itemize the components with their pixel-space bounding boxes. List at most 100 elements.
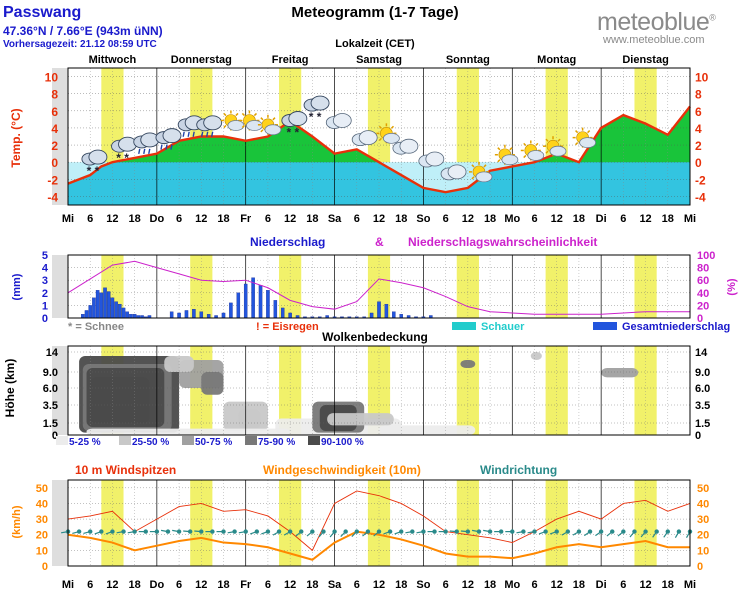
wind-dir-arrow xyxy=(318,531,324,538)
sun-ray xyxy=(471,176,475,180)
wind-dir-arrow xyxy=(572,531,580,536)
sun-ray xyxy=(260,129,264,133)
wind-axis-label: (km/h) xyxy=(11,505,23,538)
brand-logo[interactable]: meteoblue® xyxy=(597,8,716,37)
wind-tick-left: 30 xyxy=(36,514,48,526)
time-label-temp: 6 xyxy=(354,213,360,225)
precip-bar xyxy=(221,312,226,319)
wind-tick-left: 0 xyxy=(42,561,48,573)
cloud-tick-right: 14 xyxy=(695,347,708,359)
cloud-part xyxy=(88,149,108,165)
wind-dir-arrow xyxy=(362,531,369,537)
rain-icon xyxy=(155,128,182,150)
wind-dir-arrow xyxy=(416,531,424,534)
wind-dir-arrow xyxy=(160,529,169,533)
rain-drop xyxy=(143,148,146,155)
precip-bar xyxy=(84,310,89,319)
snow-icon: * * xyxy=(111,136,137,165)
cloud-blob xyxy=(530,352,542,360)
precip-tick: 3 xyxy=(42,275,48,287)
wind-dir-arrow xyxy=(606,531,613,537)
temp-tick-right: -2 xyxy=(695,173,706,187)
wind-dir-arrow xyxy=(61,531,69,534)
sun-ray xyxy=(545,150,549,154)
temp-area-cold xyxy=(68,106,690,205)
cloud-icon xyxy=(440,164,467,181)
time-label-temp: Mo xyxy=(504,213,520,225)
wind-speed-title: Windgeschwindigkeit (10m) xyxy=(263,463,421,477)
time-label-temp: Sa xyxy=(328,213,342,225)
wind-dir-dot xyxy=(88,529,93,534)
wind-dir-arrow xyxy=(261,531,269,535)
rain-icon xyxy=(177,115,204,137)
precip-bar xyxy=(114,301,118,319)
prob-tick: 100 xyxy=(697,250,715,262)
temp-area-warm xyxy=(112,106,690,163)
cloud-blob xyxy=(327,413,394,426)
wind-dir-arrow xyxy=(583,531,591,537)
temp-tick-right: 0 xyxy=(695,156,702,170)
temp-tick-left: 4 xyxy=(51,122,58,136)
day-band-prec xyxy=(545,255,568,318)
wind-dir-arrow xyxy=(194,530,202,533)
cloud-part xyxy=(162,128,182,144)
wind-dir-arrow xyxy=(405,531,413,534)
day-name: Freitag xyxy=(272,54,309,66)
cloud-axis-label: Höhe (km) xyxy=(3,359,17,418)
rain-drop xyxy=(187,131,190,137)
small-cloud xyxy=(501,154,519,166)
time-label-wind: 18 xyxy=(395,579,407,591)
panel-frame-wind xyxy=(67,479,691,567)
precip-bar xyxy=(92,297,96,319)
sun-ray xyxy=(557,138,561,142)
time-label-temp: Di xyxy=(596,213,607,225)
location-name: Passwang xyxy=(3,4,82,21)
brand-name: meteoblue xyxy=(597,8,710,36)
cloud-blob xyxy=(601,368,639,378)
wind-dir-arrow xyxy=(549,531,557,535)
day-name: Donnerstag xyxy=(171,54,232,66)
cloud-part xyxy=(310,95,330,111)
wind-dir-arrow xyxy=(561,531,569,536)
panel-frame-prec xyxy=(67,254,691,319)
snow-flake: * xyxy=(317,110,322,124)
brand-url[interactable]: www.meteoblue.com xyxy=(603,34,705,46)
snow-flake: * xyxy=(287,126,292,140)
small-cloud xyxy=(227,120,245,131)
rain-drop xyxy=(211,131,214,137)
sun-icon xyxy=(543,136,567,157)
cloud-tick-right: 6.0 xyxy=(695,383,710,395)
time-label-temp: 6 xyxy=(87,213,93,225)
wind-gust-line xyxy=(67,490,691,552)
cloud-legend-label: 50-75 % xyxy=(195,437,232,448)
cloud-tick-right: 3.5 xyxy=(695,400,710,412)
legend-total-swatch xyxy=(593,322,617,330)
snow-flake: * xyxy=(116,151,121,165)
wind-dir-arrow xyxy=(685,531,691,538)
time-label-temp: 18 xyxy=(129,213,141,225)
time-label-temp: 18 xyxy=(662,213,674,225)
precip-bar xyxy=(384,303,389,319)
time-label-temp: 6 xyxy=(443,213,449,225)
cloud-icon xyxy=(392,138,419,155)
panel-frame-cloud xyxy=(67,345,691,436)
precip-bar xyxy=(103,287,107,319)
wind-dir-arrow xyxy=(116,531,124,534)
cloud-tick-right: 0 xyxy=(695,430,701,442)
small-cloud xyxy=(383,132,400,144)
legend-freezing-rain: ! = Eisregen xyxy=(256,321,319,333)
wind-tick-right: 50 xyxy=(697,483,709,495)
timezone-label: Lokalzeit (CET) xyxy=(335,38,415,50)
precip-prob-title: Niederschlagswahrscheinlichkeit xyxy=(408,235,597,249)
wind-tick-left: 10 xyxy=(36,545,48,557)
time-label-wind: 6 xyxy=(87,579,93,591)
temp-tick-left: 8 xyxy=(51,88,58,102)
time-label-temp: 12 xyxy=(106,213,118,225)
time-label-wind: 12 xyxy=(106,579,118,591)
cloud-tick-left: 3.5 xyxy=(43,400,58,412)
wind-dir-arrow xyxy=(127,531,135,534)
sun-ray xyxy=(223,124,227,129)
precip-bar xyxy=(392,311,396,319)
sun-ray xyxy=(253,112,258,117)
cloud-icon xyxy=(325,113,352,129)
